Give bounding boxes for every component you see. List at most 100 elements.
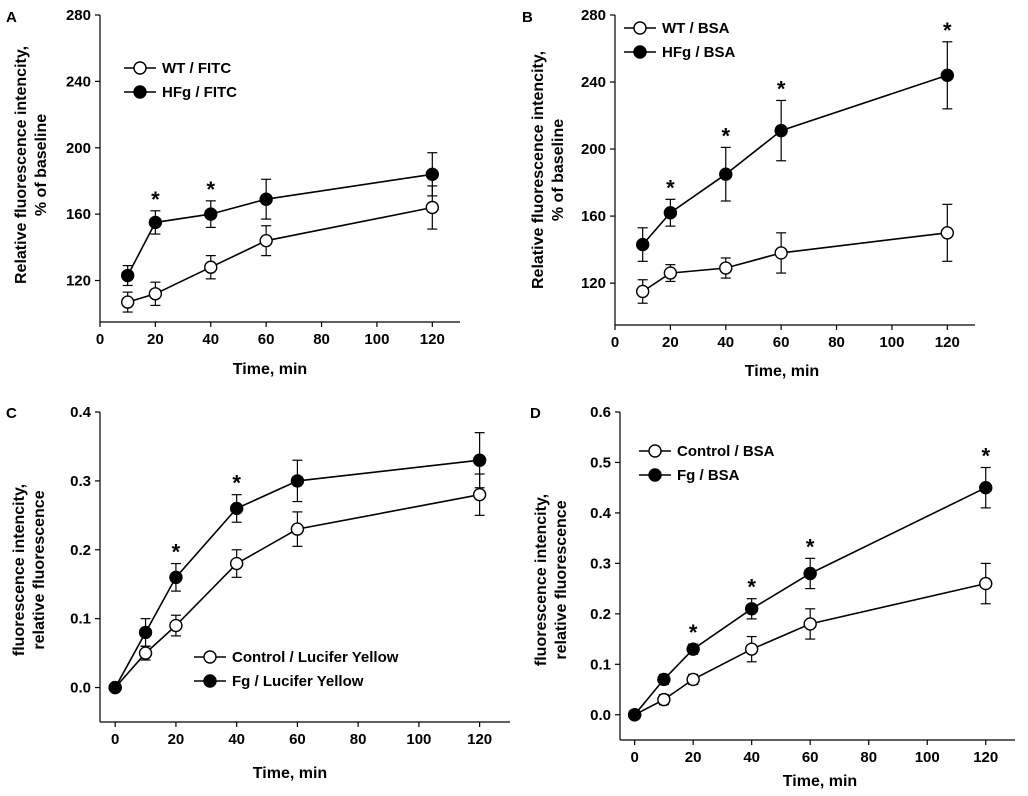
legend-label: Fg / BSA (677, 467, 740, 484)
legend-marker-filled (133, 85, 147, 99)
y-axis-title-line-1: fluorescence intencity, (11, 484, 28, 656)
data-point-filled (686, 642, 700, 656)
significance-layer: * * * * (666, 18, 952, 201)
x-tick-label: 20 (662, 334, 679, 351)
data-point-open (204, 260, 218, 274)
data-point-open (138, 646, 153, 660)
y-tick-label: 120 (66, 273, 91, 290)
data-point-filled (719, 167, 733, 181)
significance-star: * (206, 177, 215, 202)
y-tick-label: 0.6 (590, 404, 611, 421)
data-point-filled (774, 123, 788, 138)
data-point-open (635, 284, 650, 299)
x-tick-label: 60 (773, 334, 790, 351)
series-layer (635, 41, 955, 304)
x-tick-label: 40 (743, 749, 760, 766)
x-axis-title: Time, min (783, 773, 857, 790)
x-tick-label: 60 (802, 749, 819, 766)
y-tick-label: 200 (66, 140, 91, 157)
y-tick-label: 120 (581, 275, 606, 292)
x-tick-label: 120 (420, 331, 445, 348)
y-tick-label: 160 (581, 208, 606, 225)
panel-letter: B (522, 9, 533, 26)
x-axis-title: Time, min (233, 361, 307, 378)
y-tick-label: 160 (66, 206, 91, 223)
x-tick-label: 0 (611, 334, 619, 351)
significance-star: * (806, 534, 815, 559)
y-tick-label: 0.2 (590, 606, 611, 623)
significance-star: * (232, 471, 241, 496)
data-point-open (686, 672, 700, 687)
axis-ticks: 0 20 40 60 80 100 120 0.0 0.1 0.2 0.3 0.4 0.5 0.6 (590, 404, 998, 766)
x-tick-label: 20 (685, 749, 702, 766)
data-point-filled (120, 268, 135, 283)
x-tick-label: 80 (313, 331, 330, 348)
y-tick-label: 0.1 (70, 611, 91, 628)
data-point-open (744, 642, 759, 656)
legend-label: WT / BSA (662, 20, 730, 37)
x-tick-label: 40 (717, 334, 734, 351)
series-line-2 (114, 459, 480, 688)
significance-star: * (172, 540, 181, 565)
data-point-filled (940, 68, 955, 83)
data-point-filled (979, 480, 993, 495)
x-axis-title: Time, min (745, 363, 819, 380)
x-tick-label: 120 (467, 731, 492, 748)
data-point-open (120, 295, 135, 309)
legend-marker-open (633, 21, 647, 35)
data-point-filled (744, 602, 759, 616)
data-point-open (169, 618, 183, 633)
data-point-filled (472, 453, 487, 467)
legend-marker-open (203, 650, 217, 664)
data-point-open (425, 200, 440, 215)
data-point-open (657, 692, 671, 707)
legend: WT / BSA HFg / BSA (624, 20, 735, 61)
legend-marker-open (648, 444, 662, 458)
x-axis-title: Time, min (253, 765, 327, 782)
x-tick-label: 80 (350, 731, 367, 748)
data-point-filled (259, 192, 273, 206)
y-tick-label: 0.3 (590, 555, 611, 572)
series-line-2 (633, 486, 987, 716)
series-layer (108, 432, 487, 695)
legend-marker-open (133, 61, 147, 75)
significance-star: * (777, 76, 786, 101)
significance-star: * (666, 175, 675, 200)
data-point-open (719, 261, 733, 275)
panel-d: D 0 20 40 60 80 100 120 0.0 0.1 0.2 0.3 0.4 0.5 0.6 *… (530, 404, 1015, 790)
y-tick-label: 240 (66, 73, 91, 90)
data-point-filled (138, 625, 153, 640)
legend-label: Control / Lucifer Yellow (232, 649, 399, 666)
data-point-filled (803, 566, 817, 581)
data-point-filled (229, 501, 244, 516)
axis-ticks: 0 20 40 60 80 100 120 0.0 0.1 0.2 0.3 0.4 (70, 404, 492, 748)
data-point-filled (290, 474, 305, 488)
legend: Control / Lucifer Yellow Fg / Lucifer Yel… (194, 649, 399, 690)
series-line-1 (642, 232, 948, 293)
y-tick-label: 0.0 (70, 680, 91, 697)
significance-star: * (747, 575, 756, 600)
data-point-filled (169, 570, 183, 585)
legend-label: HFg / BSA (662, 44, 735, 61)
significance-star: * (981, 444, 990, 469)
legend-label: WT / FITC (162, 60, 231, 77)
data-point-filled (204, 207, 218, 221)
x-tick-label: 80 (828, 334, 845, 351)
significance-star: * (151, 187, 160, 212)
significance-star: * (689, 620, 698, 645)
legend-marker-filled (633, 45, 647, 59)
significance-layer: ** (151, 177, 215, 212)
y-tick-label: 0.4 (590, 505, 612, 522)
y-tick-label: 0.4 (70, 404, 92, 421)
data-point-filled (425, 167, 440, 182)
legend: WT / FITC HFg / FITC (124, 60, 237, 101)
x-tick-label: 100 (879, 334, 904, 351)
legend-label: Control / BSA (677, 443, 775, 460)
x-tick-label: 40 (228, 731, 245, 748)
y-tick-label: 0.1 (590, 656, 611, 673)
data-point-open (148, 287, 163, 301)
legend-label: HFg / FITC (162, 84, 237, 101)
data-point-open (472, 487, 487, 502)
x-tick-label: 100 (364, 331, 389, 348)
